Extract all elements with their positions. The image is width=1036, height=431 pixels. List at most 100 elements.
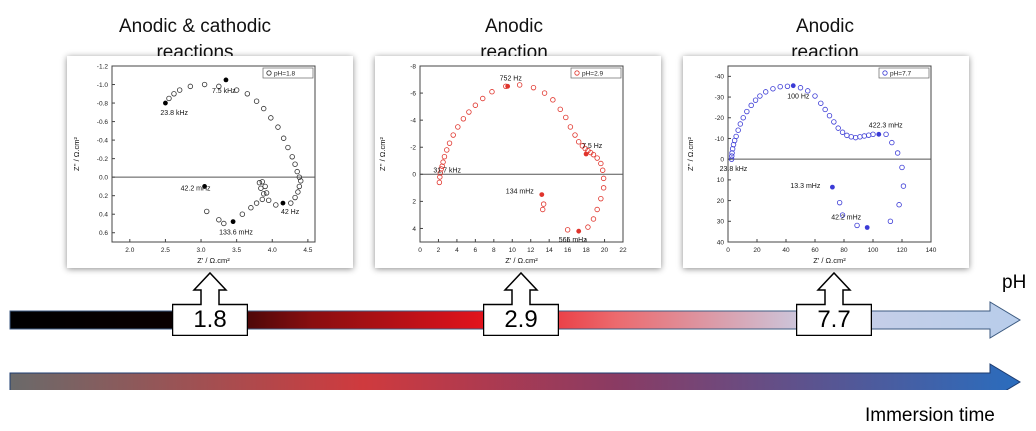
- data-point: [784, 83, 791, 89]
- x-axis-label: Z' / Ω.cm²: [505, 256, 538, 265]
- data-point: [263, 190, 270, 196]
- highlighted-point: [163, 100, 168, 106]
- x-axis-label: Z' / Ω.cm²: [813, 256, 846, 265]
- data-point: [839, 129, 846, 135]
- point-label: 133.6 mHz: [219, 230, 253, 237]
- data-point: [540, 201, 547, 207]
- y-tick-label: -2: [410, 145, 416, 152]
- data-point: [567, 124, 574, 130]
- data-point: [854, 222, 860, 229]
- x-tick-label: 0: [418, 247, 422, 254]
- x-tick-label: 2.0: [125, 247, 134, 254]
- point-label: 752 Hz: [500, 75, 523, 82]
- x-tick-label: 100: [868, 247, 879, 254]
- x-tick-label: 3.5: [232, 247, 241, 254]
- point-label: 42 Hz: [281, 209, 300, 216]
- data-point: [590, 151, 597, 158]
- y-tick-label: 0: [720, 156, 724, 163]
- highlighted-point: [576, 228, 582, 234]
- data-point: [600, 175, 607, 182]
- data-point: [835, 125, 841, 131]
- callout-arrow-shape: [171, 271, 249, 337]
- data-point: [460, 116, 467, 122]
- point-label: 42.2 mHz: [181, 185, 211, 192]
- data-point: [289, 154, 295, 160]
- y-axis-label: Z'' / Ω.cm²: [686, 137, 695, 171]
- point-label: 422.3 mHz: [869, 122, 903, 129]
- data-point: [261, 105, 267, 112]
- legend-marker: [574, 70, 580, 76]
- data-point: [733, 133, 739, 140]
- y-tick-label: -0.2: [97, 156, 109, 163]
- highlighted-point: [505, 83, 511, 89]
- y-axis-label: Z'' / Ω.cm²: [72, 137, 81, 171]
- x-tick-label: 4.0: [268, 247, 277, 254]
- point-label: 13.3 mHz: [790, 183, 820, 190]
- legend-box: [262, 67, 314, 79]
- data-point: [894, 150, 901, 156]
- nyquist-plot-ph-7-7: 0 20 40 60 80 100 120 140 -40 -30 -20 -10 0 10 20 30 40 Z…: [683, 56, 969, 268]
- data-point: [248, 205, 254, 211]
- highlighted-point: [790, 83, 796, 89]
- x-tick-label: 6: [474, 247, 478, 254]
- data-point: [831, 119, 837, 125]
- data-point: [253, 98, 260, 104]
- y-tick-label: 20: [717, 198, 725, 205]
- x-tick-label: 4.5: [303, 247, 312, 254]
- y-tick-label: -1.0: [97, 82, 109, 89]
- data-point: [455, 124, 461, 130]
- data-point: [472, 102, 479, 108]
- point-label: 23.8 kHz: [160, 110, 188, 117]
- y-tick-label: -1.2: [97, 63, 109, 70]
- data-point: [221, 220, 227, 227]
- data-point: [748, 102, 754, 109]
- nyquist-chart-ph-2-9: 0 2 4 6 8 10 12 14 16 18 20 22 -8 -6 -4 -2 0 2 4 Z' / Ω.cm²…: [378, 63, 627, 265]
- x-tick-label: 16: [564, 247, 572, 254]
- data-point: [258, 185, 264, 191]
- data-point: [438, 166, 444, 172]
- data-point: [744, 108, 750, 115]
- data-point: [450, 132, 456, 138]
- y-tick-label: -20: [715, 115, 725, 122]
- data-point: [812, 93, 818, 99]
- data-point: [275, 124, 281, 130]
- data-point: [826, 112, 833, 119]
- highlighted-point: [280, 200, 286, 206]
- data-point: [836, 199, 843, 206]
- data-point: [844, 132, 850, 139]
- legend-label: pH=2.9: [582, 71, 604, 78]
- data-point: [489, 89, 495, 95]
- data-point: [735, 127, 741, 133]
- y-tick-label: -0.8: [97, 100, 109, 107]
- x-tick-label: 120: [897, 247, 908, 254]
- highlighted-point: [876, 131, 882, 137]
- highlighted-point: [202, 184, 207, 189]
- y-tick-label: 40: [717, 239, 725, 246]
- data-point: [590, 216, 597, 222]
- data-point: [298, 178, 304, 184]
- y-tick-label: 0.6: [99, 230, 108, 237]
- data-point: [273, 202, 279, 208]
- immersion-time-arrow: [9, 363, 1021, 390]
- y-tick-label: -4: [410, 117, 416, 124]
- y-tick-label: 0: [412, 172, 416, 179]
- data-point: [889, 139, 895, 146]
- highlighted-point: [830, 184, 835, 190]
- y-tick-label: -8: [410, 63, 416, 70]
- data-point: [256, 180, 263, 186]
- data-point: [883, 131, 889, 138]
- data-point: [572, 132, 578, 138]
- ph-callout-2-9: 2.9: [482, 270, 560, 341]
- data-point: [752, 97, 759, 103]
- callout-arrow-shape: [795, 271, 873, 337]
- y-tick-label: -6: [410, 90, 416, 97]
- point-label: 42.2 mHz: [831, 215, 861, 222]
- data-point: [444, 147, 450, 153]
- data-point: [900, 183, 907, 189]
- x-tick-label: 4: [455, 247, 459, 254]
- data-point: [171, 91, 177, 97]
- y-tick-label: -10: [715, 136, 725, 143]
- y-tick-label: 0.2: [99, 193, 108, 200]
- point-label: 23.8 kHz: [720, 166, 748, 173]
- data-point: [598, 195, 604, 202]
